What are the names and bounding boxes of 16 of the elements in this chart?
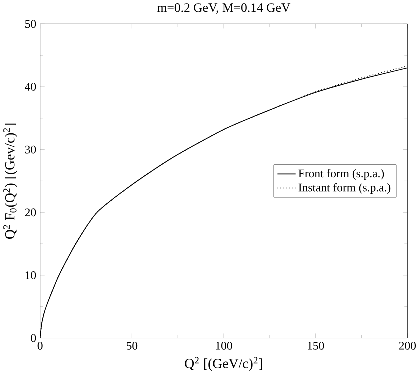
y-tick-label: 0 [31, 334, 36, 342]
x-axis-title: Q$^{2}$ [(GeV/c)$^{2}$] [185, 357, 262, 372]
legend-label: Instant form (s.p.a.) [298, 183, 391, 194]
x-tick-label: 200 [399, 342, 416, 350]
legend-label: Front form (s.p.a.) [298, 169, 384, 180]
chart-title: m=0.2 GeV, M=0.14 GeV [158, 4, 291, 14]
y-tick-label: 40 [25, 83, 36, 92]
y-tick-label: 30 [25, 146, 36, 154]
y-tick-label: 20 [25, 208, 36, 217]
y-tick-label: 10 [26, 272, 36, 280]
x-tick-label: 50 [126, 342, 138, 350]
x-tick-label: 0 [38, 342, 43, 350]
y-tick-label: 50 [26, 20, 36, 28]
x-tick-label: 100 [216, 342, 232, 350]
x-tick-label: 150 [308, 342, 324, 350]
text: Q$^{2}$ F$_{0}$(Q$^{2}$) [(Gev/c)$^{2}$] [4, 124, 18, 240]
